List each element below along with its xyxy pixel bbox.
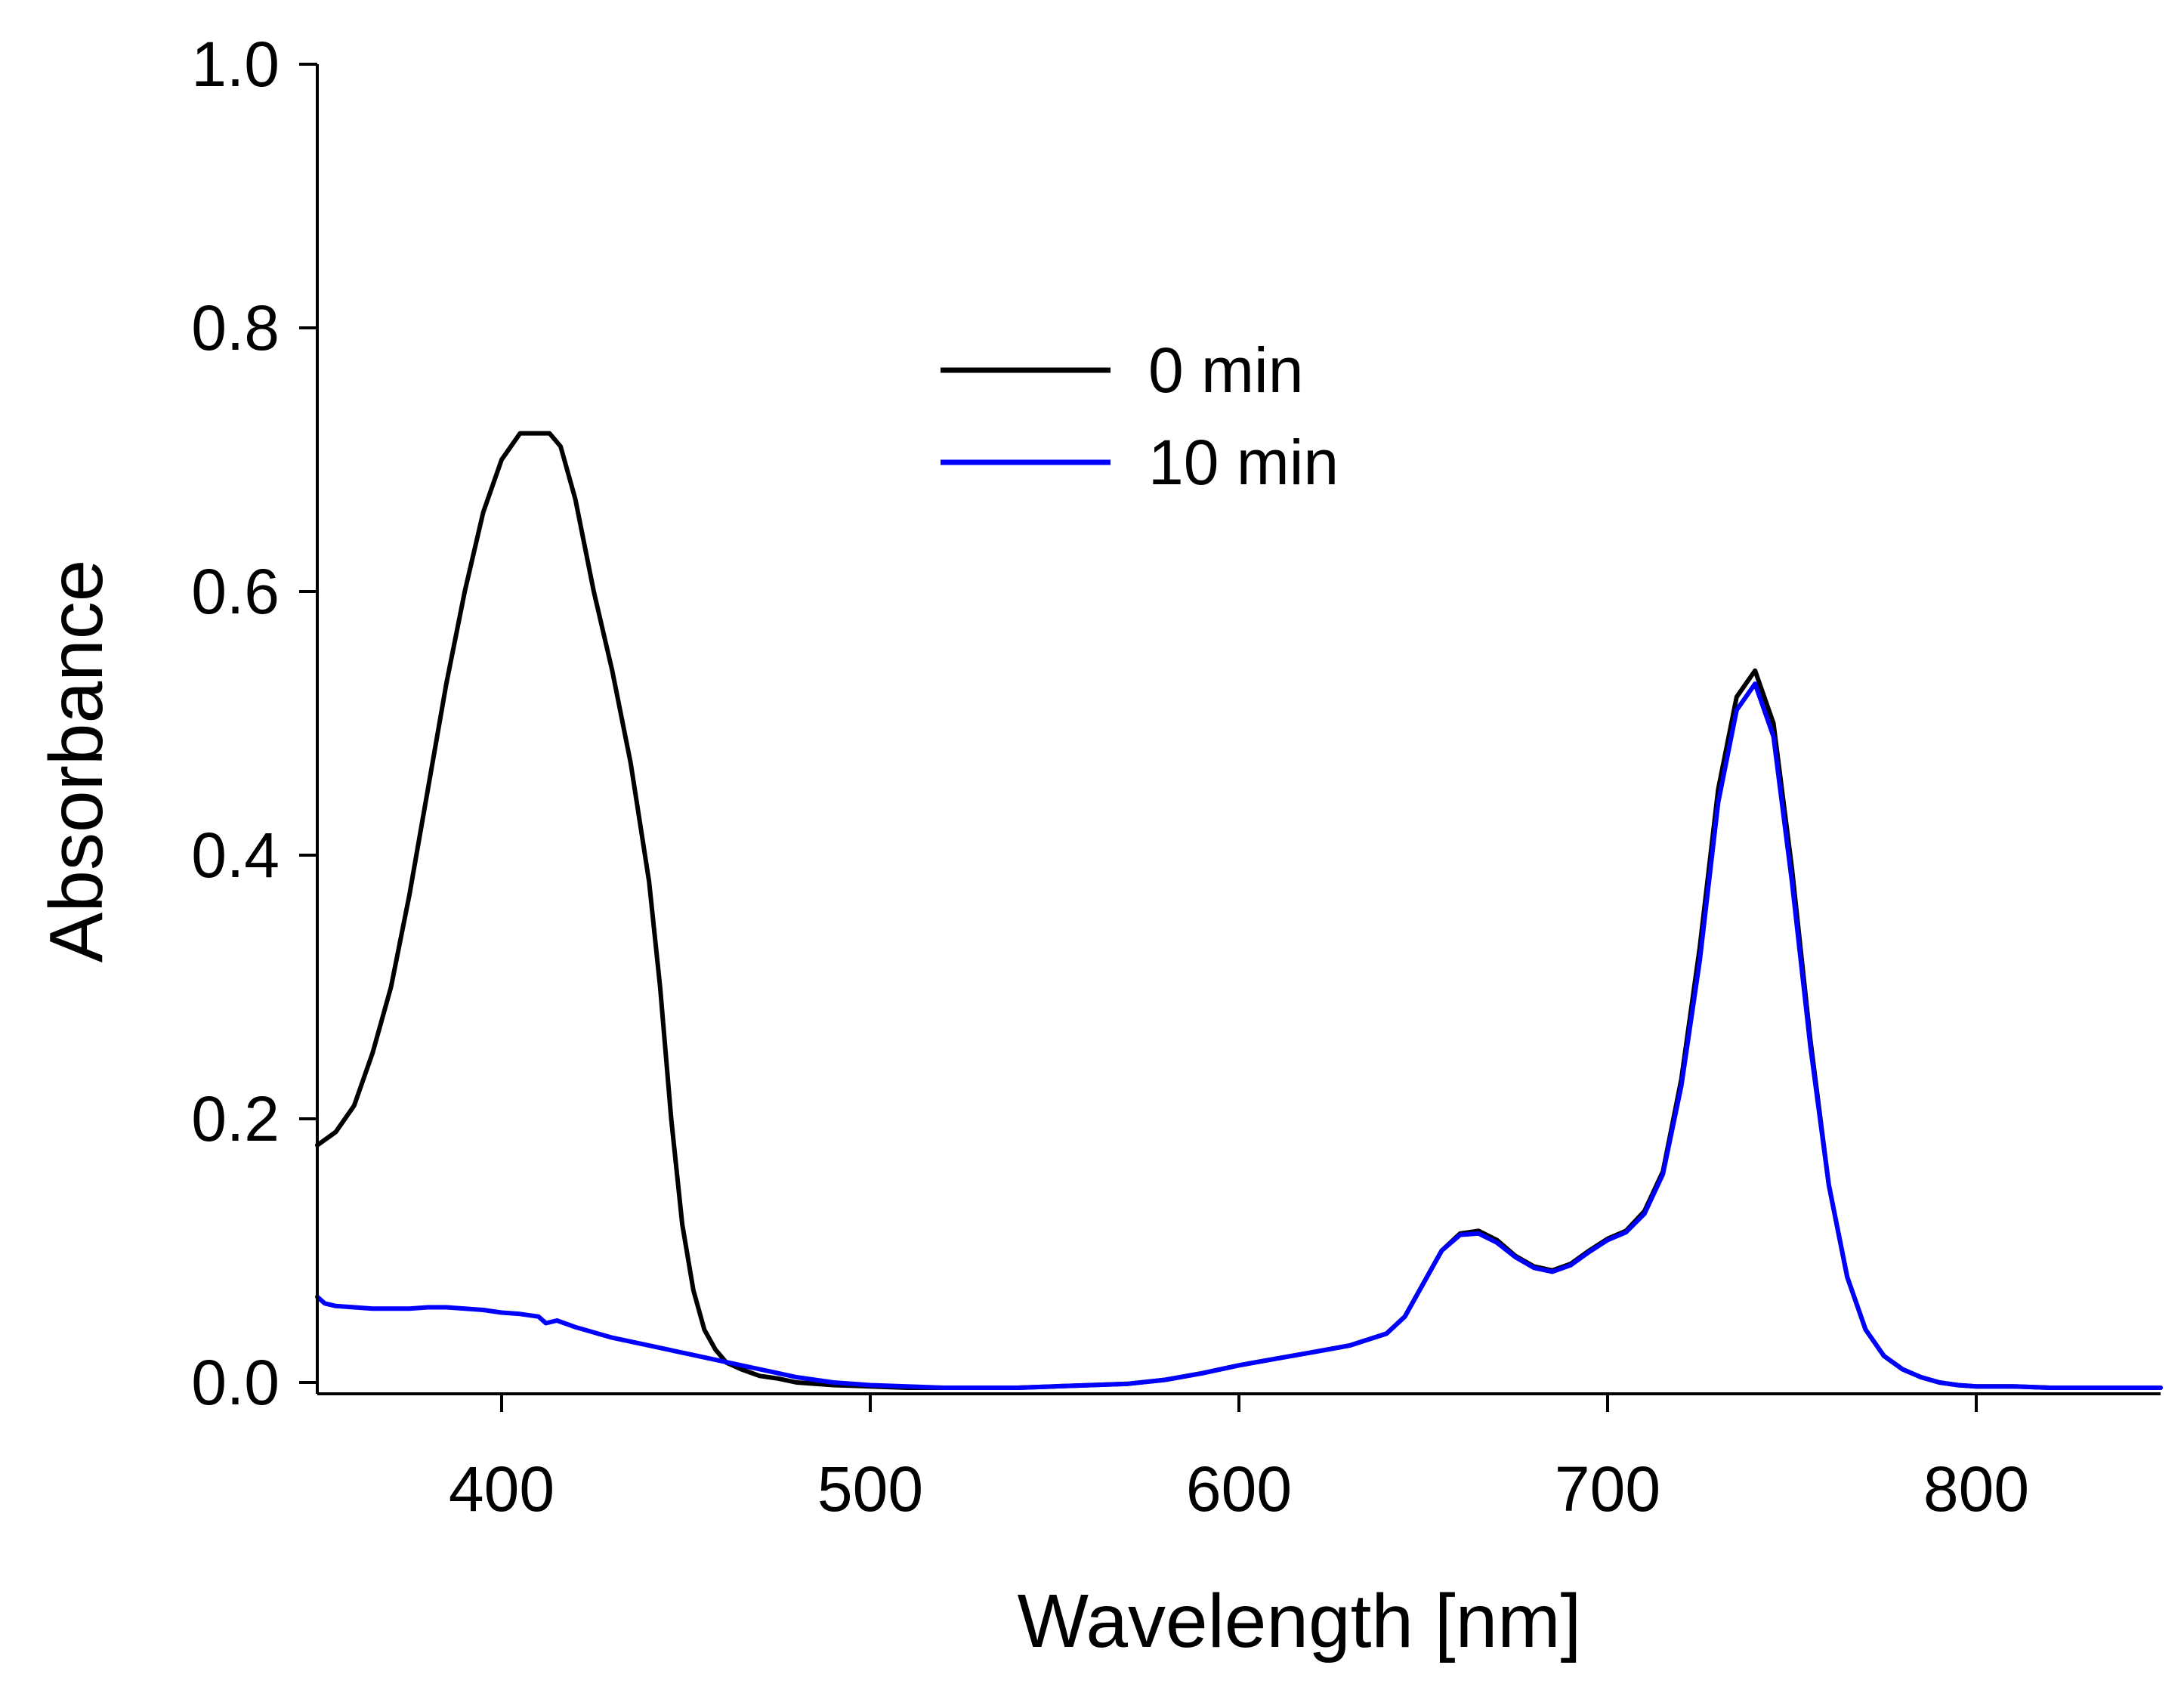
x-tick-label: 500 bbox=[817, 1453, 923, 1524]
x-ticks: 400 500 600 700 800 bbox=[449, 1394, 2029, 1524]
x-tick-label: 800 bbox=[1923, 1453, 2029, 1524]
x-tick-label: 700 bbox=[1555, 1453, 1660, 1524]
series-layer bbox=[315, 431, 2163, 1390]
y-tick-label: 1.0 bbox=[191, 29, 280, 100]
y-tick-label: 0.0 bbox=[191, 1347, 280, 1418]
y-tick-label: 0.4 bbox=[191, 820, 280, 891]
y-tick-label: 0.6 bbox=[191, 556, 280, 627]
y-axis-title: Absorbance bbox=[34, 560, 119, 963]
x-axis-title: Wavelength [nm] bbox=[1018, 1579, 1582, 1663]
axes-layer bbox=[316, 64, 2161, 1395]
series-line-0-min bbox=[315, 431, 2163, 1390]
series-line-10-min bbox=[315, 681, 2163, 1390]
y-tick-label: 0.8 bbox=[191, 292, 280, 363]
legend: 0 min 10 min bbox=[941, 335, 1339, 498]
legend-label: 10 min bbox=[1148, 427, 1339, 498]
y-tick-label: 0.2 bbox=[191, 1083, 280, 1154]
x-tick-label: 600 bbox=[1186, 1453, 1292, 1524]
x-tick-label: 400 bbox=[449, 1453, 554, 1524]
legend-label: 0 min bbox=[1148, 335, 1303, 406]
y-ticks: 0.0 0.2 0.4 0.6 0.8 1.0 bbox=[191, 29, 317, 1418]
